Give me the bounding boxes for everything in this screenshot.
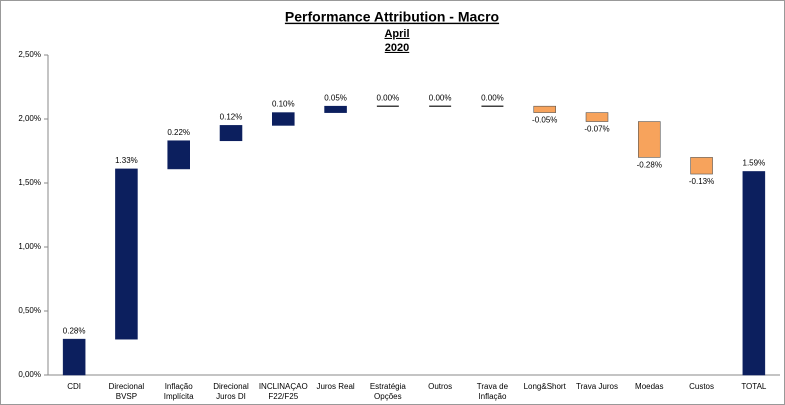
value-label: 1.59% xyxy=(743,159,766,168)
y-tick-label: 2,00% xyxy=(18,114,41,123)
y-tick-label: 1,00% xyxy=(18,242,41,251)
value-label: 0.22% xyxy=(167,128,190,137)
value-label: 0.00% xyxy=(429,93,452,102)
bar xyxy=(742,171,766,376)
value-label: -0.28% xyxy=(637,161,662,170)
value-label: -0.13% xyxy=(689,177,714,186)
value-label: 0.12% xyxy=(220,113,243,122)
value-label: -0.05% xyxy=(532,116,557,125)
value-label: 0.00% xyxy=(377,93,400,102)
y-tick-label: 0,00% xyxy=(18,370,41,379)
x-tick-label: Direcional Juros DI xyxy=(213,382,249,401)
y-tick-label: 0,50% xyxy=(18,306,41,315)
chart-title: Performance Attribution - Macro xyxy=(285,9,499,25)
value-label: -0.07% xyxy=(584,125,609,134)
value-label: 0.10% xyxy=(272,100,295,109)
y-tick-label: 1,50% xyxy=(18,178,41,187)
x-tick-label: Moedas xyxy=(635,382,664,391)
x-tick-label: INCLINAÇAO F22/F25 xyxy=(258,382,308,401)
x-tick-label: Trava de Inflação xyxy=(476,382,509,401)
chart-subtitle: 2020 xyxy=(385,42,409,54)
value-label: 1.33% xyxy=(115,156,138,165)
x-tick-label: Estratégia Opções xyxy=(369,382,406,401)
bar xyxy=(272,112,295,126)
chart-subtitle: April xyxy=(384,28,409,40)
bar xyxy=(115,168,138,340)
bar xyxy=(638,121,661,158)
x-tick-label: Trava Juros xyxy=(576,382,618,391)
x-tick-label: Inflação Implícita xyxy=(163,382,194,401)
x-tick-label: Custos xyxy=(689,382,715,391)
x-tick-label: Juros Real xyxy=(316,382,355,391)
x-tick-label: Outros xyxy=(428,382,453,391)
value-label: 0.00% xyxy=(481,93,504,102)
value-label: 0.28% xyxy=(63,326,86,335)
x-tick-label: Direcional BVSP xyxy=(108,382,145,401)
x-tick-label: Long&Short xyxy=(523,382,566,391)
bar xyxy=(585,112,609,122)
x-tick-label: TOTAL xyxy=(741,382,767,391)
bar xyxy=(62,338,86,376)
bar xyxy=(167,140,190,170)
bar xyxy=(690,157,713,175)
x-tick-label: CDI xyxy=(67,382,82,391)
value-label: 0.05% xyxy=(324,93,347,102)
bar xyxy=(324,105,347,113)
y-tick-label: 2,50% xyxy=(18,50,41,59)
bar xyxy=(219,125,243,142)
bar xyxy=(533,105,556,113)
